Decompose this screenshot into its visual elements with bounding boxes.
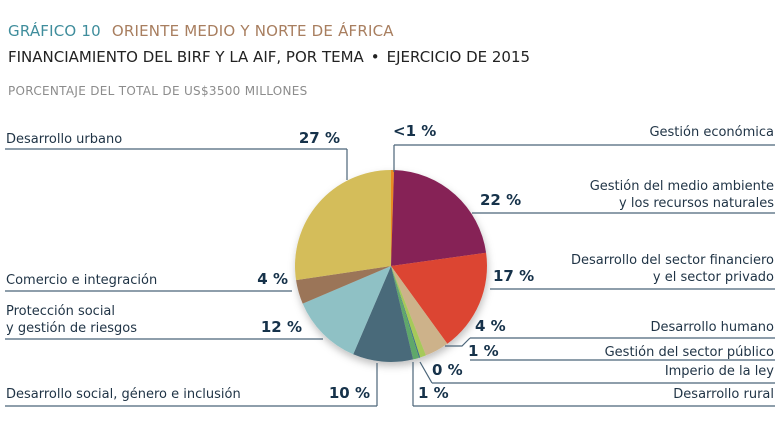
slice-label: Imperio de la ley [665,364,774,379]
pie-slice-desarrollo-humano [391,266,448,356]
leader-connector [419,361,433,384]
slice-label: Desarrollo del sector financiero [571,253,774,268]
slice-percent-label: 17 % [493,267,534,285]
pie-slice-desarrollo-social-genero-e-inclusion [353,266,414,362]
slice-percent-label: 4 % [475,317,506,335]
label-group-desarrollo-urbano: Desarrollo urbano 27 % [5,129,348,180]
label-group-proteccion-social-y-gestion-de-riesgos: Protección social y gestión de riesgos 12 … [5,304,323,340]
slice-label: y los recursos naturales [619,196,774,211]
slice-label: Gestión del sector público [605,345,774,360]
fiscal-year: EJERCICIO DE 2015 [386,48,531,66]
figure-heading: GRÁFICO 10 ORIENTE MEDIO Y NORTE DE ÁFRI… [8,22,394,40]
slice-percent-label: 0 % [432,361,463,379]
slice-label: y el sector privado [653,270,774,285]
slice-percent-label: 10 % [329,384,370,402]
region-name: ORIENTE MEDIO Y NORTE DE ÁFRICA [111,22,394,40]
slice-label: Desarrollo humano [651,320,775,335]
slice-label: Desarrollo urbano [6,132,122,147]
chart-subtitle: PORCENTAJE DEL TOTAL DE US$3500 MILLONES [8,84,308,98]
slice-label: Gestión del medio ambiente [590,179,774,194]
label-group-desarrollo-rural: Desarrollo rural 1 % [412,362,775,407]
label-group-gestion-economica: Gestión económica <1 % [393,122,775,172]
pie-slice-desarrollo-urbano [295,170,391,281]
slice-percent-label: 22 % [480,191,521,209]
pie-slice-comercio-e-integracion [296,266,391,304]
label-group-comercio-e-integracion: Comercio e integración 4 % [5,270,292,292]
chart-title: FINANCIAMIENTO DEL BIRF Y LA AIF, POR TE… [8,48,530,66]
label-group-gestion-del-sector-publico: Gestión del sector público 1 % [468,342,775,361]
title-bullet: • [370,48,380,66]
slice-percent-label: 12 % [261,318,302,336]
slice-percent-label: 27 % [299,129,340,147]
pie-slice-desarrollo-rural [391,266,420,360]
pie-slices [295,170,487,362]
label-group-desarrollo-social-genero-e-inclusion: Desarrollo social, género e inclusión 10 … [5,363,378,407]
pie-labels: Gestión económica <1 % Gestión del medio a… [5,122,775,407]
slice-label: Desarrollo rural [673,387,774,402]
pie-slice-gestion-del-medio-ambiente-y-los-recursos-naturales [391,170,487,266]
label-group-desarrollo-humano: Desarrollo humano 4 % [445,317,775,347]
slice-percent-label: 1 % [468,342,499,360]
label-group-imperio-de-la-ley: Imperio de la ley 0 % [419,361,775,384]
slice-percent-label: 4 % [257,270,288,288]
leader-connector [445,337,471,347]
pie-slice-proteccion-social-y-gestion-de-riesgos [302,266,391,355]
figure-number: GRÁFICO 10 [8,22,101,40]
slice-percent-label: <1 % [393,122,436,140]
label-group-gestion-del-medio-ambiente-y-los-recursos-naturales: Gestión del medio ambiente y los recursos… [472,179,775,214]
slice-label: Comercio e integración [6,273,157,288]
slice-percent-label: 1 % [418,384,449,402]
title-text: FINANCIAMIENTO DEL BIRF Y LA AIF, POR TE… [8,48,364,66]
pie-slice-gestion-economica [391,170,395,266]
slice-label: Protección social [6,304,115,319]
pie-slice-desarrollo-del-sector-financiero-y-el-sector-privado [391,252,487,344]
slice-label: Gestión económica [649,125,774,140]
pie-slice-gestion-del-sector-publico [391,266,426,358]
label-group-desarrollo-del-sector-financiero-y-el-sector-privado: Desarrollo del sector financiero y el sec… [490,253,775,290]
slice-label: y gestión de riesgos [6,321,137,336]
pie-slice-imperio-de-la-ley [391,266,421,358]
slice-label: Desarrollo social, género e inclusión [6,387,241,402]
